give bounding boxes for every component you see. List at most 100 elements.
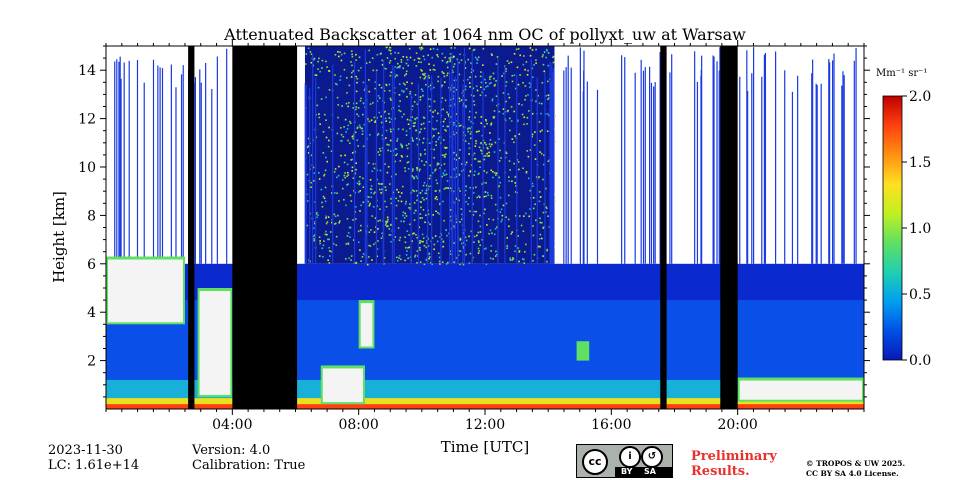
noise-pixel [532,207,535,210]
noise-pixel [371,259,373,261]
noise-pixel [441,52,444,55]
noise-pixel [422,122,425,125]
noise-pixel [355,90,358,93]
noise-pixel [516,120,519,122]
noise-pixel [432,68,435,71]
noise-pixel [523,215,525,217]
noise-pixel [318,57,320,60]
noise-pixel [368,90,371,93]
noise-pixel [452,124,455,126]
noise-pixel [397,227,400,229]
noise-pixel [408,47,411,50]
noise-pixel [473,210,475,213]
noise-pixel [445,173,448,176]
noise-pixel [464,236,467,239]
noise-pixel [468,142,470,145]
noise-pixel [352,137,355,140]
noise-pixel [474,170,476,173]
noise-pixel [427,245,430,247]
noise-pixel [429,164,432,167]
noise-pixel [390,240,392,243]
noise-pixel [394,148,396,150]
noise-pixel [373,192,375,195]
noise-pixel [386,57,389,59]
noise-pixel [358,124,361,127]
noise-pixel [510,120,513,122]
noise-pixel [450,219,453,222]
noise-pixel [316,211,318,214]
noise-pixel [413,59,416,61]
noise-pixel [336,83,338,86]
noise-pixel [411,240,413,242]
noise-pixel [396,74,399,77]
noise-pixel [343,52,346,55]
noise-pixel [541,129,543,132]
cc-icon: cc [582,449,608,475]
noise-pixel [416,103,419,106]
noise-pixel [372,205,375,208]
noise-pixel [376,53,379,56]
noise-pixel [541,55,544,58]
noise-pixel [369,103,372,105]
noise-pixel [412,176,414,178]
noise-pixel [317,214,319,216]
noise-pixel [485,263,488,266]
noise-pixel [490,122,493,125]
noise-pixel [409,223,411,226]
noise-pixel [429,142,431,145]
noise-pixel [460,208,463,210]
noise-pixel [514,182,517,184]
noise-pixel [435,141,437,143]
noise-pixel [326,233,328,236]
noise-pixel [346,175,348,178]
y-tick-label: 2 [87,354,96,370]
noise-pixel [479,225,482,228]
noise-pixel [523,55,525,57]
noise-pixel [348,226,351,229]
noise-pixel [501,75,503,77]
noise-pixel [347,242,349,245]
noise-pixel [409,127,411,130]
noise-pixel [373,243,375,246]
noise-pixel [338,200,340,202]
noise-pixel [429,84,432,87]
noise-pixel [526,150,529,152]
noise-pixel [379,53,382,55]
noise-pixel [513,162,515,165]
noise-pixel [346,171,349,174]
noise-pixel [409,90,412,93]
noise-pixel [538,176,540,178]
noise-pixel [466,128,469,130]
noise-pixel [412,168,414,170]
y-tick-label: 14 [78,63,96,79]
noise-pixel [429,48,432,51]
noise-pixel [417,61,420,63]
noise-pixel [538,200,541,203]
noise-pixel [402,128,404,131]
noise-pixel [316,216,318,219]
noise-pixel [436,48,439,51]
noise-pixel [508,225,510,228]
noise-pixel [329,231,332,233]
noise-pixel [357,241,360,244]
noise-pixel [529,54,532,57]
noise-pixel [488,154,491,157]
noise-pixel [509,169,511,171]
noise-pixel [339,75,342,78]
noise-pixel [492,72,495,75]
noise-pixel [450,47,453,49]
noise-pixel [414,122,417,124]
noise-pixel [455,88,458,91]
noise-pixel [379,208,381,210]
noise-pixel [434,109,436,112]
noise-pixel [406,95,408,98]
noise-pixel [491,232,493,235]
noise-pixel [385,129,388,132]
noise-pixel [383,89,386,92]
noise-pixel [455,175,457,178]
noise-pixel [346,235,349,237]
noise-pixel [449,53,452,55]
noise-pixel [524,68,526,71]
noise-pixel [532,225,534,227]
noise-pixel [340,133,343,136]
